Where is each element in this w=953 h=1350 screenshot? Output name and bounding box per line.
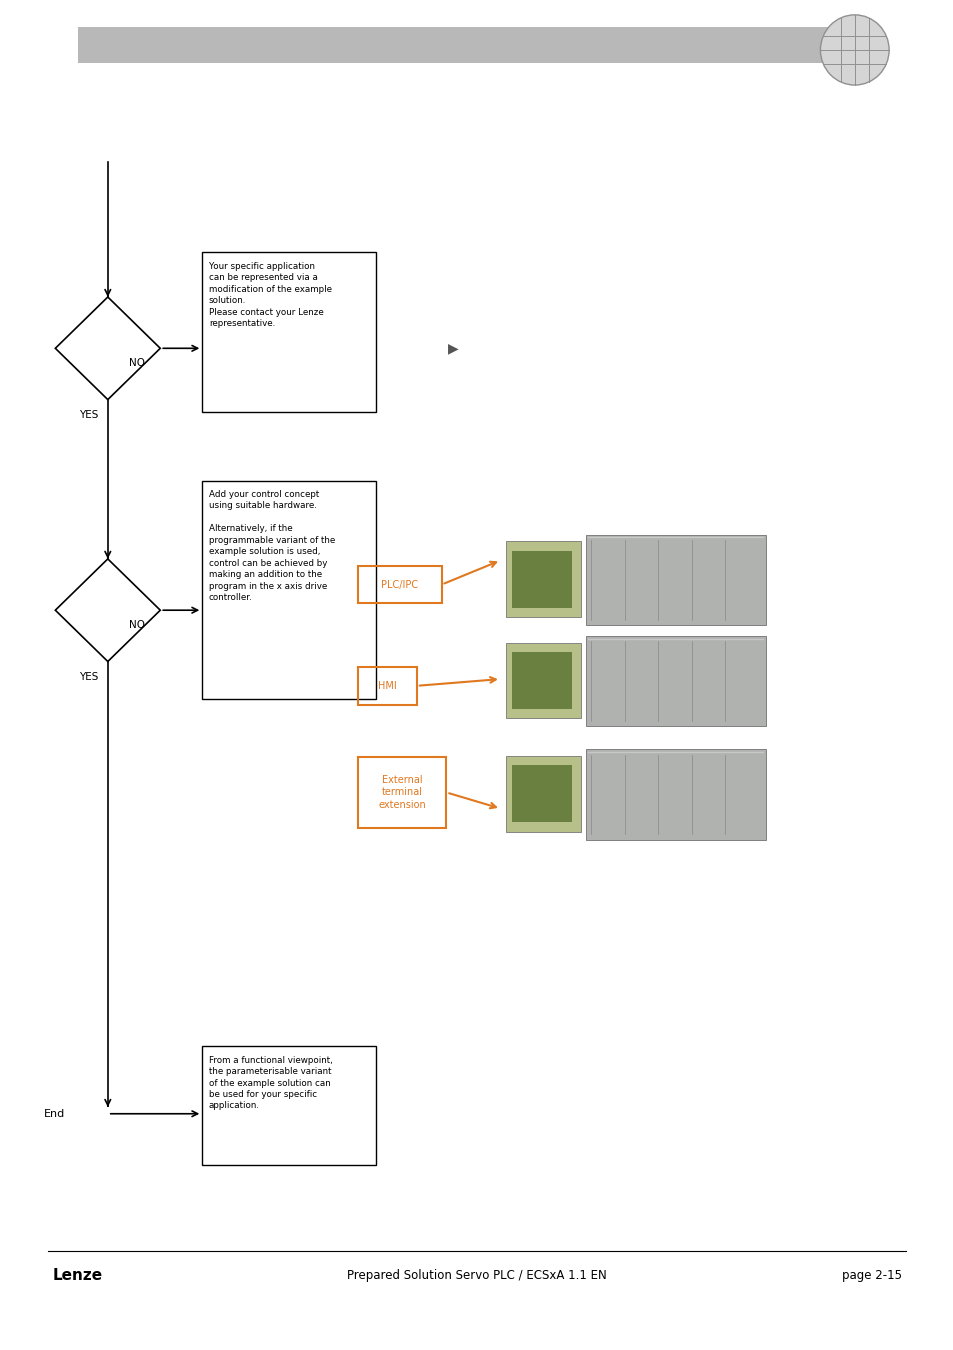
- Text: NO: NO: [129, 358, 145, 367]
- Text: Lenze: Lenze: [52, 1268, 103, 1284]
- Text: End: End: [44, 1108, 65, 1119]
- Text: YES: YES: [79, 672, 98, 682]
- Text: From a functional viewpoint,
the parameterisable variant
of the example solution: From a functional viewpoint, the paramet…: [209, 1056, 333, 1111]
- Text: page 2-15: page 2-15: [841, 1269, 901, 1282]
- FancyBboxPatch shape: [585, 749, 765, 840]
- Text: HMI: HMI: [377, 680, 396, 691]
- FancyBboxPatch shape: [585, 636, 765, 726]
- FancyBboxPatch shape: [505, 541, 580, 617]
- Text: NO: NO: [129, 620, 145, 629]
- Text: ▶: ▶: [448, 342, 458, 355]
- Text: YES: YES: [79, 410, 98, 420]
- Text: Your specific application
can be represented via a
modification of the example
s: Your specific application can be represe…: [209, 262, 332, 328]
- Text: Prepared Solution Servo PLC / ECSxA 1.1 EN: Prepared Solution Servo PLC / ECSxA 1.1 …: [347, 1269, 606, 1282]
- Bar: [78, 27, 860, 63]
- FancyBboxPatch shape: [505, 643, 580, 718]
- FancyBboxPatch shape: [512, 765, 572, 822]
- Text: PLC/IPC: PLC/IPC: [381, 579, 417, 590]
- Text: Add your control concept
using suitable hardware.

Alternatively, if the
program: Add your control concept using suitable …: [209, 490, 335, 602]
- FancyBboxPatch shape: [512, 652, 572, 709]
- FancyBboxPatch shape: [585, 535, 765, 625]
- Text: External
terminal
extension: External terminal extension: [377, 775, 426, 810]
- FancyBboxPatch shape: [505, 756, 580, 832]
- FancyBboxPatch shape: [512, 551, 572, 608]
- Ellipse shape: [820, 15, 888, 85]
